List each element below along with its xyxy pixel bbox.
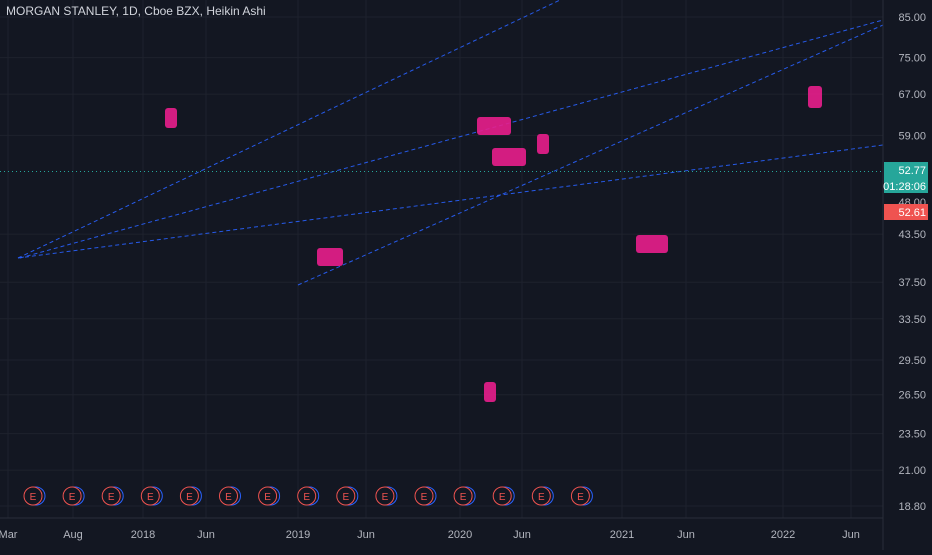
channel-line[interactable] <box>297 24 884 286</box>
time-axis[interactable]: Mar Aug 2018 Jun 2019 Jun 2020 Jun 2021 Jun 2022 Ju… <box>0 517 883 541</box>
pattern-point-label[interactable] <box>165 108 177 128</box>
earnings-marker-label[interactable]: E <box>538 492 545 503</box>
price-tick-label: 59.00 <box>898 130 926 142</box>
time-tick-label: 2020 <box>448 529 472 541</box>
price-tick-label: 26.50 <box>898 390 926 402</box>
earnings-marker[interactable] <box>336 486 356 506</box>
price-axis[interactable]: 85.0075.0067.0059.0048.0043.5037.5033.50… <box>882 0 932 550</box>
earnings-marker[interactable] <box>297 486 317 506</box>
pattern-point-label[interactable] <box>636 235 668 253</box>
price-tick-label: 21.00 <box>898 465 926 477</box>
time-tick-label: 2021 <box>610 529 634 541</box>
earnings-marker[interactable] <box>62 486 82 506</box>
earnings-marker-label[interactable]: E <box>382 492 389 503</box>
channel-line[interactable] <box>17 0 561 259</box>
earnings-marker[interactable] <box>258 486 278 506</box>
title-separator: , <box>137 4 145 18</box>
earnings-marker-label[interactable]: E <box>264 492 271 503</box>
bar-countdown-label: 01:28:06 <box>883 181 926 193</box>
prev-close-badge <box>884 204 928 220</box>
time-tick-label: Jun <box>197 529 215 541</box>
title-separator: , <box>115 4 123 18</box>
symbol-interval: 1D <box>122 4 138 18</box>
earnings-marker[interactable] <box>101 486 121 506</box>
price-tick-label: 67.00 <box>898 89 926 101</box>
earnings-marker-label[interactable]: E <box>499 492 506 503</box>
time-tick-label: 2019 <box>286 529 310 541</box>
price-axis-background <box>883 0 932 550</box>
pattern-point-label[interactable] <box>317 248 343 266</box>
time-tick-label: Jun <box>357 529 375 541</box>
earnings-marker[interactable] <box>140 486 160 506</box>
earnings-marker-label[interactable]: E <box>342 492 349 503</box>
earnings-marker[interactable] <box>531 486 551 506</box>
price-tick-label: 37.50 <box>898 277 926 289</box>
earnings-marker-label[interactable]: E <box>460 492 467 503</box>
earnings-marker-label[interactable]: E <box>186 492 193 503</box>
time-tick-label: 2022 <box>771 529 795 541</box>
earnings-marker[interactable] <box>453 486 473 506</box>
time-tick-label: Aug <box>63 529 83 541</box>
earnings-marker-label[interactable]: E <box>421 492 428 503</box>
pattern-point-label[interactable] <box>537 134 549 154</box>
earnings-marker[interactable] <box>179 486 199 506</box>
title-separator: , <box>199 4 207 18</box>
pattern-point-label[interactable] <box>484 382 496 402</box>
prev-close-label: 52.61 <box>898 207 926 219</box>
earnings-marker-label[interactable]: E <box>577 492 584 503</box>
earnings-marker[interactable] <box>375 486 395 506</box>
harmonic-pattern[interactable] <box>165 86 932 402</box>
earnings-marker[interactable] <box>23 486 43 506</box>
earnings-marker-label[interactable]: E <box>147 492 154 503</box>
price-tick-label: 18.80 <box>898 501 926 513</box>
price-tick-label: 85.00 <box>898 12 926 24</box>
symbol-name: MORGAN STANLEY <box>6 4 116 18</box>
channel-line[interactable] <box>19 19 884 259</box>
pattern-point-label[interactable] <box>808 86 822 108</box>
earnings-marker-label[interactable]: E <box>108 492 115 503</box>
countdown-badge <box>884 178 928 193</box>
time-tick-label: Mar <box>0 529 18 541</box>
last-price-badge <box>884 162 928 178</box>
time-tick-label: 2018 <box>131 529 155 541</box>
chart-style: Heikin Ashi <box>206 4 266 18</box>
symbol-exchange: Cboe BZX <box>144 4 200 18</box>
earnings-marker-label[interactable]: E <box>69 492 76 503</box>
price-tick-label: 43.50 <box>898 229 926 241</box>
price-tick-label: 29.50 <box>898 355 926 367</box>
grid <box>0 0 883 518</box>
channel-line[interactable] <box>17 144 884 259</box>
pattern-point-label[interactable] <box>492 148 526 166</box>
earnings-marker[interactable] <box>570 486 590 506</box>
time-tick-label: Jun <box>677 529 695 541</box>
price-tick-label: 75.00 <box>898 53 926 65</box>
price-tick-label: 33.50 <box>898 314 926 326</box>
pattern-point-label[interactable] <box>477 117 511 135</box>
earnings-marker[interactable] <box>492 486 512 506</box>
earnings-marker-label[interactable]: E <box>30 492 37 503</box>
earnings-marker[interactable] <box>219 486 238 506</box>
price-tick-label: 23.50 <box>898 429 926 441</box>
earnings-marker-label[interactable]: E <box>225 492 232 503</box>
symbol-title: MORGAN STANLEY, 1D, Cboe BZX, Heikin Ash… <box>6 4 266 18</box>
last-price-label: 52.77 <box>898 165 926 177</box>
earnings-marker[interactable] <box>414 486 434 506</box>
time-tick-label: Jun <box>842 529 860 541</box>
earnings-marker-label[interactable]: E <box>303 492 310 503</box>
trend-lines <box>17 0 884 286</box>
time-tick-label: Jun <box>513 529 531 541</box>
